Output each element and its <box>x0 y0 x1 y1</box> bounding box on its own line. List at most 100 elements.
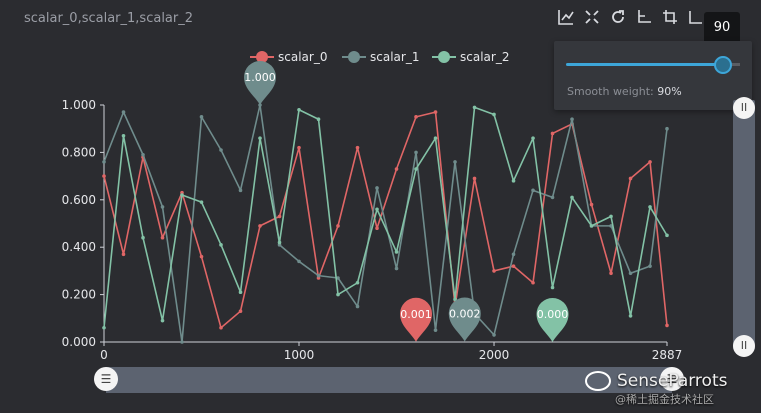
data-point-scalar_2 <box>589 224 594 228</box>
vertical-zoom-slider[interactable] <box>733 100 755 350</box>
data-point-scalar_1 <box>433 328 438 332</box>
wechat-icon <box>585 371 611 391</box>
data-point-scalar_0 <box>277 214 282 219</box>
data-point-scalar_0 <box>102 174 106 178</box>
x-tick-label: 1000 <box>284 348 315 362</box>
data-point-scalar_2 <box>102 325 106 330</box>
marker-pin-scalar_1: 0.002 <box>448 297 481 342</box>
data-point-scalar_2 <box>375 207 379 212</box>
data-point-scalar_2 <box>238 290 243 295</box>
refresh-icon[interactable] <box>609 9 627 27</box>
data-point-scalar_1 <box>453 160 457 164</box>
data-point-scalar_2 <box>531 136 535 140</box>
marker-pin-scalar_0: 0.001 <box>400 297 433 342</box>
data-point-scalar_2 <box>609 214 613 219</box>
data-point-scalar_1 <box>180 340 184 344</box>
data-point-scalar_2 <box>550 285 555 290</box>
data-point-scalar_0 <box>355 145 360 150</box>
marker-shape <box>536 298 569 342</box>
horizontal-zoom-handle-right[interactable]: ☰ <box>660 367 684 391</box>
y-tick-label: 1.000 <box>62 98 96 112</box>
data-point-scalar_1 <box>492 333 496 337</box>
vertical-zoom-handle-bottom[interactable]: II <box>733 335 755 357</box>
legend-label-scalar_0: scalar_0 <box>278 50 327 64</box>
horizontal-zoom-handle-left[interactable]: ☰ <box>94 367 118 391</box>
marker-label: 1.000 <box>244 71 276 84</box>
data-point-scalar_0 <box>628 176 633 181</box>
data-point-scalar_1 <box>238 188 243 193</box>
data-point-scalar_2 <box>180 193 184 197</box>
y-tick-label: 0.800 <box>62 145 96 159</box>
data-point-scalar_1 <box>511 252 516 257</box>
data-point-scalar_2 <box>219 243 223 247</box>
data-point-scalar_2 <box>316 117 321 122</box>
vertical-zoom-handle-top[interactable]: II <box>733 97 755 119</box>
horizontal-zoom-slider[interactable] <box>106 367 672 393</box>
fullscreen-icon[interactable] <box>583 9 601 27</box>
restore-icon[interactable] <box>687 9 705 27</box>
data-point-scalar_0 <box>394 167 399 171</box>
marker-label: 0.000 <box>537 308 569 321</box>
data-point-scalar_2 <box>511 179 516 183</box>
marker-label: 0.002 <box>449 308 481 321</box>
data-point-scalar_0 <box>258 224 262 228</box>
data-point-scalar_0 <box>648 160 652 164</box>
series-line-scalar_2 <box>103 106 668 328</box>
data-point-scalar_0 <box>414 115 418 119</box>
data-point-scalar_0 <box>433 110 438 114</box>
data-point-scalar_1 <box>141 152 145 157</box>
data-point-scalar_2 <box>199 200 204 204</box>
y-tick-label: 0.400 <box>62 240 96 254</box>
watermark-sub: @稀土掘金技术社区 <box>615 393 714 406</box>
smoothing-tooltip: 90 <box>704 12 740 50</box>
legend-symbol-scalar_0 <box>256 51 268 63</box>
data-point-scalar_2 <box>258 136 262 140</box>
data-point-scalar_0 <box>375 226 379 231</box>
data-point-scalar_0 <box>219 325 223 330</box>
x-tick-label: 0 <box>100 348 108 362</box>
data-point-scalar_1 <box>665 126 669 131</box>
watermark-text: SenseParrots <box>617 371 728 391</box>
legend-label-scalar_2: scalar_2 <box>460 50 509 64</box>
data-point-scalar_0 <box>121 252 126 257</box>
legend-label-scalar_1: scalar_1 <box>370 50 419 64</box>
smoothing-knob[interactable] <box>714 56 732 74</box>
data-point-scalar_1 <box>531 188 535 193</box>
data-point-scalar_2 <box>297 107 301 112</box>
chart-icon[interactable] <box>557 9 575 27</box>
data-point-scalar_0 <box>199 254 204 259</box>
data-point-scalar_2 <box>414 167 418 171</box>
data-point-scalar_1 <box>160 205 165 209</box>
legend-symbol-scalar_1 <box>348 51 360 63</box>
data-point-scalar_2 <box>472 105 477 110</box>
marker-shape <box>244 61 277 105</box>
data-point-scalar_2 <box>336 292 340 297</box>
y-tick-label: 0.600 <box>62 193 96 207</box>
data-point-scalar_1 <box>570 117 574 122</box>
x-tick-label: 2000 <box>479 348 510 362</box>
smoothing-popup: Smooth weight: 90% <box>554 41 752 110</box>
data-point-scalar_2 <box>665 233 669 238</box>
marker-shape <box>400 297 433 342</box>
data-point-scalar_0 <box>665 323 669 328</box>
data-point-scalar_0 <box>492 269 496 273</box>
data-point-scalar_2 <box>121 134 126 138</box>
data-point-scalar_0 <box>531 280 535 285</box>
x-tick-label: 2887 <box>652 348 683 362</box>
marker-pin-scalar_1: 1.000 <box>244 61 277 105</box>
data-point-scalar_2 <box>628 314 633 318</box>
data-point-scalar_0 <box>609 271 613 276</box>
data-point-scalar_0 <box>472 176 477 181</box>
data-point-scalar_0 <box>160 235 165 240</box>
series-line-scalar_1 <box>103 104 668 343</box>
crop-icon[interactable] <box>661 9 679 27</box>
smoothing-track[interactable] <box>566 63 738 66</box>
data-point-scalar_1 <box>121 110 126 114</box>
axis-icon[interactable] <box>635 9 653 27</box>
data-point-scalar_1 <box>414 150 418 155</box>
data-point-scalar_2 <box>160 318 165 323</box>
chart-title: scalar_0,scalar_1,scalar_2 <box>24 11 194 26</box>
data-point-scalar_1 <box>375 186 379 190</box>
y-tick-label: 0.000 <box>62 335 96 349</box>
